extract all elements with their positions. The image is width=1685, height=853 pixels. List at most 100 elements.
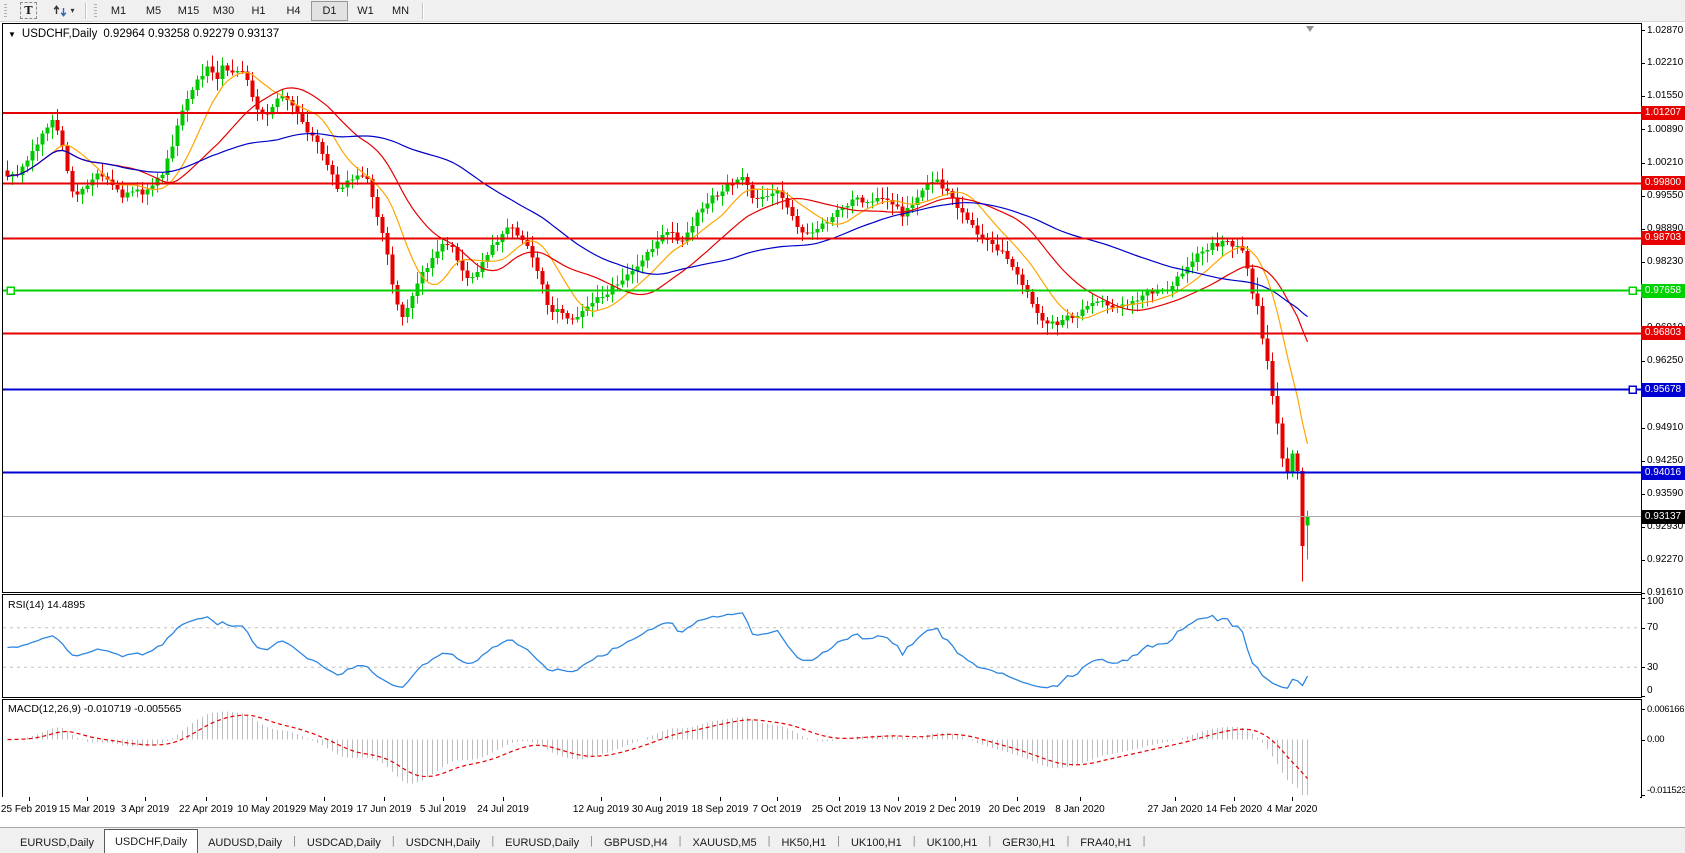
candle-body [1035, 304, 1040, 313]
candle-body [505, 227, 510, 234]
price-tick-label: 0.91610 [1647, 587, 1684, 598]
timeframe-button-h1[interactable]: H1 [251, 4, 266, 17]
price-tick-mark [1641, 229, 1645, 230]
price-tick-mark [1641, 560, 1645, 561]
price-tick-mark [1641, 96, 1645, 97]
candle-body [300, 113, 305, 123]
candle-body [270, 106, 275, 115]
line-selection-handle[interactable] [1628, 385, 1637, 394]
price-tick-mark [1641, 593, 1645, 594]
chart-tab-hk50-h1[interactable]: HK50,H1 [781, 836, 827, 849]
price-tick-label: 0.98890 [1647, 223, 1684, 234]
timeframe-button-h4[interactable]: H4 [286, 4, 301, 17]
candle-body [1195, 253, 1200, 262]
chart-tab-eurusd-daily[interactable]: EURUSD,Daily [505, 836, 580, 849]
candle-body [240, 71, 245, 73]
candle-body [600, 296, 605, 298]
chart-tab-uk100-h1[interactable]: UK100,H1 [850, 836, 902, 849]
toolbar-grip[interactable] [4, 3, 7, 18]
line-selection-handle[interactable] [6, 286, 15, 295]
chart-symbol-title: USDCHF,Daily [21, 28, 98, 40]
price-level-label: 0.97658 [1641, 284, 1685, 298]
candle-body [290, 100, 295, 106]
candle-body [230, 70, 235, 73]
price-chart-canvas[interactable] [3, 24, 1641, 592]
candle-body [990, 239, 995, 245]
chart-tab-usdcad-daily[interactable]: USDCAD,Daily [306, 836, 381, 849]
timeframe-button-mn[interactable]: MN [391, 4, 410, 17]
candle-body [685, 232, 690, 242]
candle-body [895, 204, 900, 207]
candle-body [700, 208, 705, 213]
candle-body [125, 192, 130, 198]
candle-body [260, 109, 265, 113]
candle-body [860, 197, 865, 203]
candle-body [1255, 293, 1260, 306]
candle-body [180, 110, 185, 126]
candle-body [1205, 249, 1210, 252]
date-tick-mark [206, 797, 207, 801]
chart-tab-fra40-h1[interactable]: FRA40,H1 [1080, 836, 1132, 849]
candle-body [1130, 301, 1135, 306]
candle-body [510, 227, 515, 229]
macd-canvas[interactable] [3, 700, 1641, 797]
candle-body [1200, 251, 1205, 254]
symbol-dropdown-icon[interactable]: ▼ [8, 29, 16, 39]
timeframe-button-d1[interactable]: D1 [311, 0, 348, 21]
candle-body [1300, 471, 1305, 546]
candle-body [615, 284, 620, 286]
chart-tab-uk100-h1[interactable]: UK100,H1 [926, 836, 978, 849]
rsi-axis[interactable]: 100 70 30 0 [1641, 595, 1685, 697]
candle-body [875, 198, 880, 202]
date-tick-label: 22 Apr 2019 [179, 804, 233, 815]
candle-body [425, 267, 430, 272]
toolbar-grip[interactable] [94, 3, 97, 18]
price-tick-mark [1641, 494, 1645, 495]
candle-body [215, 72, 220, 80]
candle-body [1245, 251, 1250, 269]
timeframe-button-m30[interactable]: M30 [212, 4, 235, 17]
chart-tab-usdcnh-daily[interactable]: USDCNH,Daily [405, 836, 481, 849]
candle-body [1210, 242, 1215, 250]
timeframe-button-w1[interactable]: W1 [357, 4, 374, 17]
text-tool-icon: T [20, 2, 37, 19]
candle-body [1170, 285, 1175, 290]
timeframe-button-m15[interactable]: M15 [177, 4, 200, 17]
chart-tab-eurusd-daily[interactable]: EURUSD,Daily [20, 836, 94, 849]
candle-body [1095, 301, 1100, 303]
candle-body [1215, 242, 1220, 247]
cursor-tool-button[interactable]: ▾ [46, 2, 81, 20]
timeframe-button-m1[interactable]: M1 [110, 4, 127, 17]
price-tick-mark [1641, 527, 1645, 528]
chart-tab-audusd-daily[interactable]: AUDUSD,Daily [208, 836, 283, 849]
candle-body [740, 176, 745, 180]
timeframe-button-m5[interactable]: M5 [145, 4, 162, 17]
candle-body [665, 232, 670, 236]
macd-axis[interactable]: 0.006166 0.00 -0.011523 [1641, 700, 1685, 797]
price-axis[interactable]: 1.02870 1.02210 1.01550 1.00890 1.00210 0.995… [1641, 24, 1685, 598]
chart-tab-ger30-h1[interactable]: GER30,H1 [1002, 836, 1056, 849]
chart-tab-usdchf-daily[interactable]: USDCHF,Daily [103, 829, 199, 853]
chart-tab-gbpusd-h4[interactable]: GBPUSD,H4 [604, 836, 668, 849]
line-selection-handle[interactable] [1628, 286, 1637, 295]
candle-body [855, 197, 860, 200]
tab-separator: | [912, 834, 916, 847]
candle-body [40, 133, 45, 145]
candle-body [725, 184, 730, 192]
date-axis[interactable]: 25 Feb 2019 15 Mar 2019 3 Apr 2019 22 Apr 2… [1, 797, 1640, 827]
timeframe-buttons: M1 M5 M15 M30 H1 H4 D1 W1 MN [101, 0, 418, 21]
candle-body [445, 243, 450, 246]
candle-body [440, 243, 445, 252]
candle-body [50, 120, 55, 128]
price-tick-mark [1641, 30, 1645, 31]
candle-body [885, 198, 890, 200]
price-tick-mark [1641, 461, 1645, 462]
candle-body [235, 71, 240, 73]
candle-body [155, 177, 160, 186]
toolbar-separator [85, 2, 86, 19]
chart-tab-xauusd-m5[interactable]: XAUUSD,M5 [692, 836, 757, 849]
candle-body [720, 191, 725, 196]
text-tool-button[interactable]: T [11, 2, 46, 20]
rsi-canvas[interactable] [3, 595, 1641, 697]
